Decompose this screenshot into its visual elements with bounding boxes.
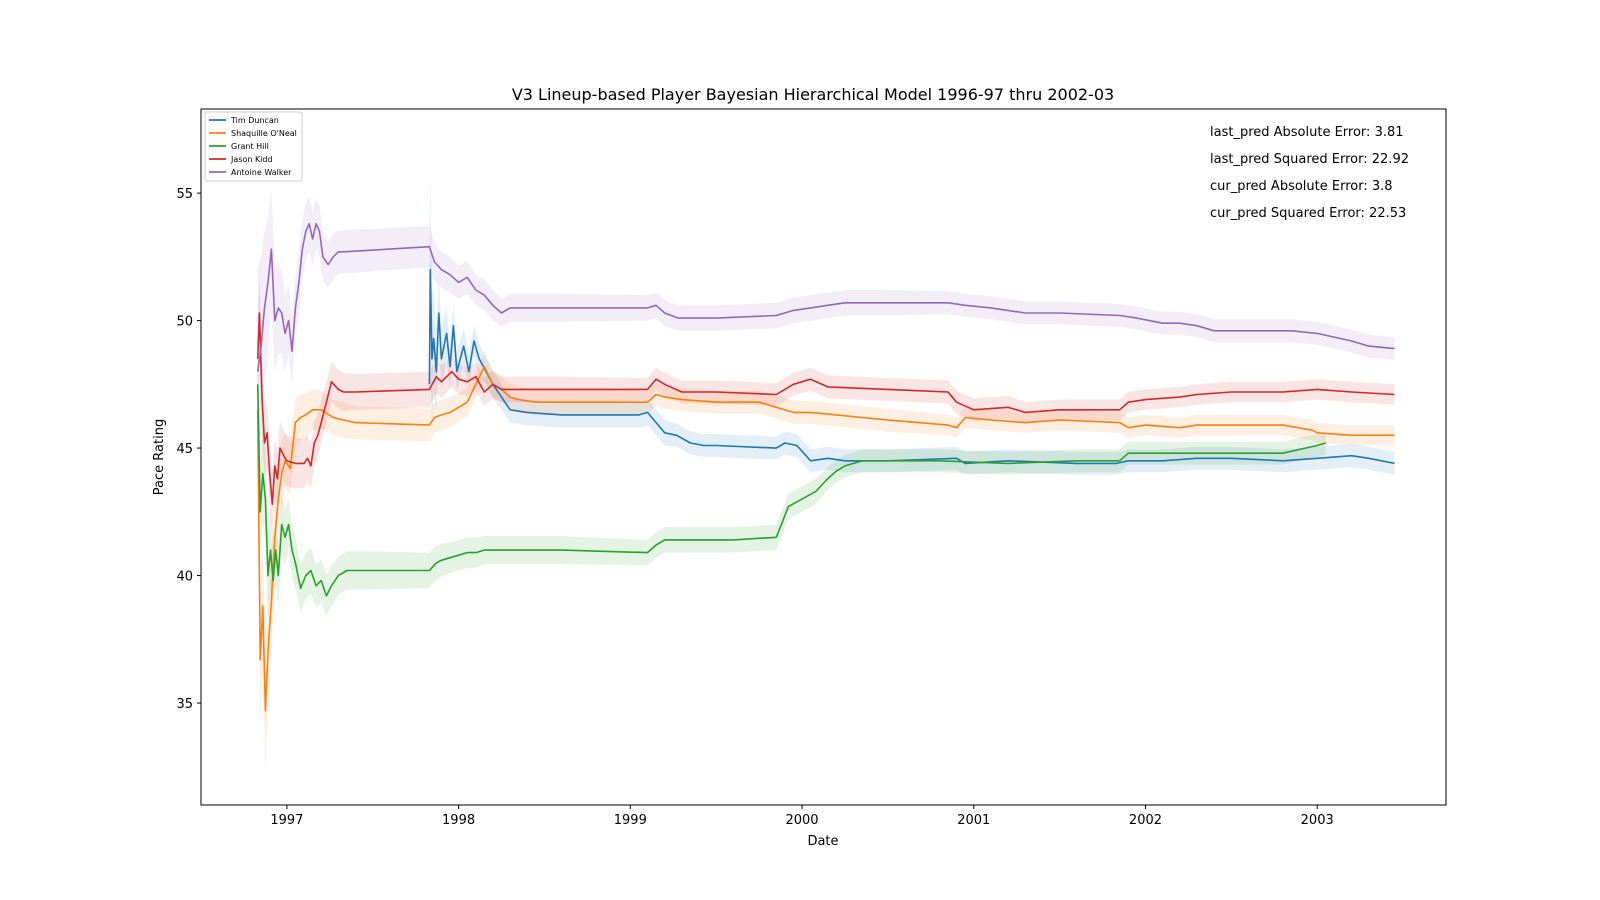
y-tick-label-55: 55 — [176, 187, 193, 202]
legend-label-antoine-walker: Antoine Walker — [231, 168, 292, 177]
confidence-bands — [257, 167, 1395, 770]
line-antoine-walker — [256, 222, 1395, 372]
y-tick-label-45: 45 — [176, 442, 193, 457]
legend-box — [204, 111, 303, 182]
line-shaquille-o-neal — [256, 365, 1395, 712]
band-grant-hill — [257, 333, 1326, 619]
annotation-4: cur_pred Squared Error: 22.53 — [1210, 206, 1406, 221]
line-grant-hill — [256, 384, 1327, 597]
legend: Tim Duncan Shaquille O'Neal Grant Hill Jaso… — [204, 111, 303, 182]
y-axis: 35 40 45 50 55 — [176, 187, 201, 712]
x-tick-label-2000: 2000 — [785, 813, 818, 828]
legend-label-shaquille-o-neal: Shaquille O'Neal — [231, 129, 297, 138]
line-tim-duncan — [428, 268, 1395, 465]
band-jason-kidd — [257, 274, 1395, 535]
y-tick-label-40: 40 — [176, 570, 193, 585]
legend-label-jason-kidd: Jason Kidd — [230, 155, 273, 164]
x-tick-label-2002: 2002 — [1129, 813, 1162, 828]
chart-title: V3 Lineup-based Player Bayesian Hierarch… — [512, 85, 1114, 104]
x-axis: 1997 1998 1999 2000 2001 2002 2003 — [270, 805, 1334, 828]
x-tick-label-1998: 1998 — [442, 813, 475, 828]
x-axis-label: Date — [807, 834, 838, 849]
band-antoine-walker — [257, 190, 1395, 474]
annotation-3: cur_pred Absolute Error: 3.8 — [1210, 179, 1393, 194]
line-jason-kidd — [256, 312, 1395, 506]
series-lines — [256, 222, 1395, 712]
x-tick-label-2003: 2003 — [1301, 813, 1334, 828]
annotation-2: last_pred Squared Error: 22.92 — [1210, 152, 1409, 167]
x-tick-label-2001: 2001 — [957, 813, 990, 828]
error-annotations: last_pred Absolute Error: 3.81 last_pred … — [1210, 125, 1409, 221]
legend-label-tim-duncan: Tim Duncan — [230, 116, 279, 125]
annotation-1: last_pred Absolute Error: 3.81 — [1210, 125, 1404, 140]
y-tick-label-35: 35 — [176, 697, 193, 712]
plot-frame — [200, 108, 1447, 806]
y-tick-label-50: 50 — [176, 315, 193, 330]
x-tick-label-1999: 1999 — [614, 813, 647, 828]
x-tick-label-1997: 1997 — [270, 813, 303, 828]
y-axis-label: Pace Rating — [152, 419, 167, 495]
legend-label-grant-hill: Grant Hill — [231, 142, 269, 151]
